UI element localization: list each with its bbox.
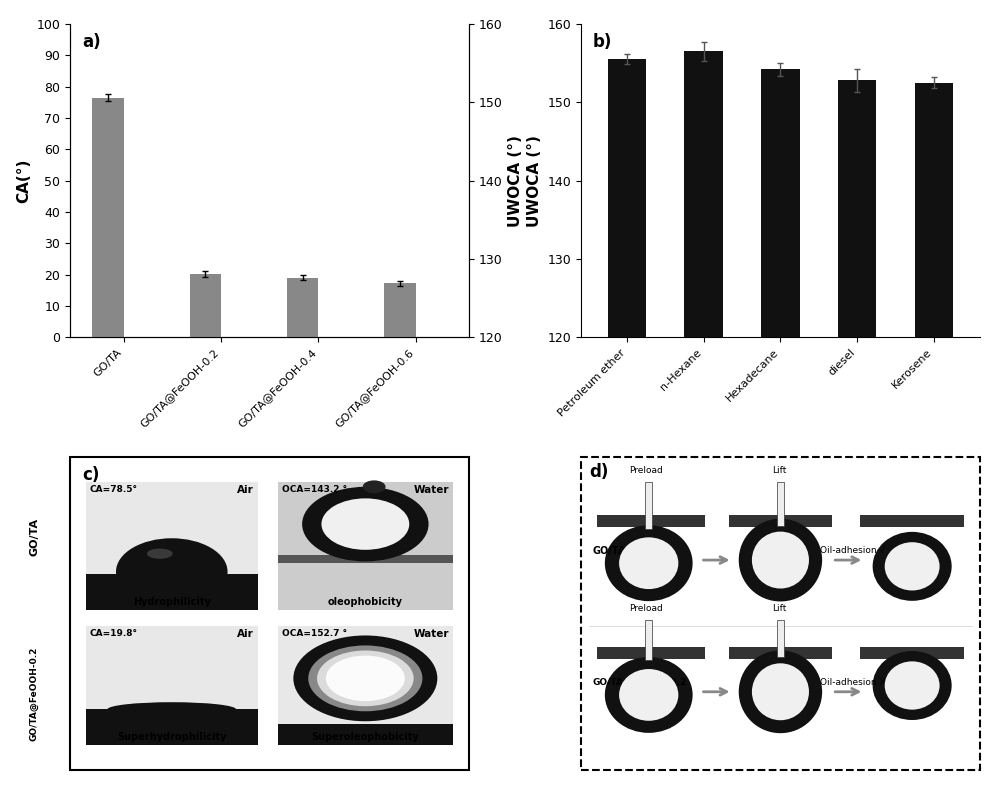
Y-axis label: CA(°): CA(°): [16, 159, 31, 202]
Ellipse shape: [363, 480, 386, 493]
Bar: [278, 555, 453, 563]
Text: GO/TA: GO/TA: [593, 546, 626, 556]
Text: Superoleophobicity: Superoleophobicity: [311, 732, 419, 742]
Bar: [86, 626, 258, 745]
Ellipse shape: [308, 646, 422, 711]
Text: GO/TA@FeOOH-0.2: GO/TA@FeOOH-0.2: [30, 646, 39, 741]
Text: Lift: Lift: [772, 604, 787, 614]
Bar: [838, 80, 876, 794]
Bar: [777, 482, 784, 526]
Ellipse shape: [321, 499, 409, 549]
Text: GO/TA: GO/TA: [29, 518, 39, 556]
Ellipse shape: [752, 532, 809, 588]
Bar: [761, 69, 800, 794]
Text: OCA=143.2 °: OCA=143.2 °: [282, 485, 347, 494]
Ellipse shape: [326, 656, 405, 701]
Ellipse shape: [116, 538, 228, 605]
Ellipse shape: [885, 542, 940, 591]
Ellipse shape: [739, 518, 822, 602]
Ellipse shape: [619, 538, 678, 589]
Ellipse shape: [293, 635, 437, 721]
Bar: [86, 482, 258, 611]
Bar: [86, 709, 258, 745]
Ellipse shape: [302, 487, 429, 561]
Ellipse shape: [107, 702, 236, 716]
Ellipse shape: [873, 532, 952, 601]
Text: Oil-adhesion X: Oil-adhesion X: [820, 677, 886, 687]
Ellipse shape: [739, 650, 822, 733]
Ellipse shape: [317, 650, 414, 706]
Text: a): a): [82, 33, 101, 52]
Text: Preload: Preload: [629, 604, 663, 614]
Ellipse shape: [147, 549, 173, 559]
Bar: [384, 283, 416, 337]
Bar: [597, 647, 705, 659]
Bar: [597, 515, 705, 527]
Bar: [684, 52, 723, 794]
Y-axis label: UWOCA (°): UWOCA (°): [508, 135, 523, 226]
Ellipse shape: [619, 669, 678, 721]
Ellipse shape: [752, 663, 809, 720]
Text: Oil-adhesion √: Oil-adhesion √: [820, 546, 886, 555]
Bar: [416, 627, 447, 794]
Bar: [190, 274, 221, 337]
Text: Preload: Preload: [629, 466, 663, 476]
Text: d): d): [589, 463, 608, 481]
Bar: [729, 647, 832, 659]
Text: Air: Air: [237, 485, 254, 495]
Text: OCA=152.7 °: OCA=152.7 °: [282, 629, 347, 638]
Text: Lift: Lift: [772, 466, 787, 476]
Bar: [860, 515, 964, 527]
Text: CA=19.8°: CA=19.8°: [90, 629, 138, 638]
Bar: [278, 723, 453, 745]
Bar: [645, 482, 652, 529]
Text: Hydrophilicity: Hydrophilicity: [133, 597, 211, 607]
Bar: [278, 482, 453, 611]
Text: CA=78.5°: CA=78.5°: [90, 485, 138, 494]
Ellipse shape: [873, 651, 952, 720]
Text: b): b): [593, 33, 612, 52]
Text: Air: Air: [237, 629, 254, 639]
Text: oleophobicity: oleophobicity: [328, 597, 403, 607]
Bar: [318, 615, 349, 794]
Bar: [92, 98, 124, 337]
Bar: [860, 647, 964, 659]
Bar: [729, 515, 832, 527]
Bar: [278, 626, 453, 745]
Ellipse shape: [605, 657, 693, 733]
Bar: [777, 619, 784, 657]
Text: Superhydrophilicity: Superhydrophilicity: [117, 732, 227, 742]
Bar: [221, 639, 252, 794]
Text: c): c): [82, 466, 99, 484]
Bar: [278, 482, 453, 611]
Text: GO/TA@FeOOH-0.2: GO/TA@FeOOH-0.2: [593, 677, 687, 687]
Text: Water: Water: [414, 485, 449, 495]
Ellipse shape: [885, 661, 940, 710]
Y-axis label: UWOCA (°): UWOCA (°): [527, 135, 542, 226]
Bar: [86, 574, 258, 611]
Ellipse shape: [605, 526, 693, 601]
Bar: [608, 59, 646, 794]
Bar: [915, 83, 953, 794]
Bar: [645, 619, 652, 661]
Bar: [287, 278, 318, 337]
Text: Water: Water: [414, 629, 449, 639]
